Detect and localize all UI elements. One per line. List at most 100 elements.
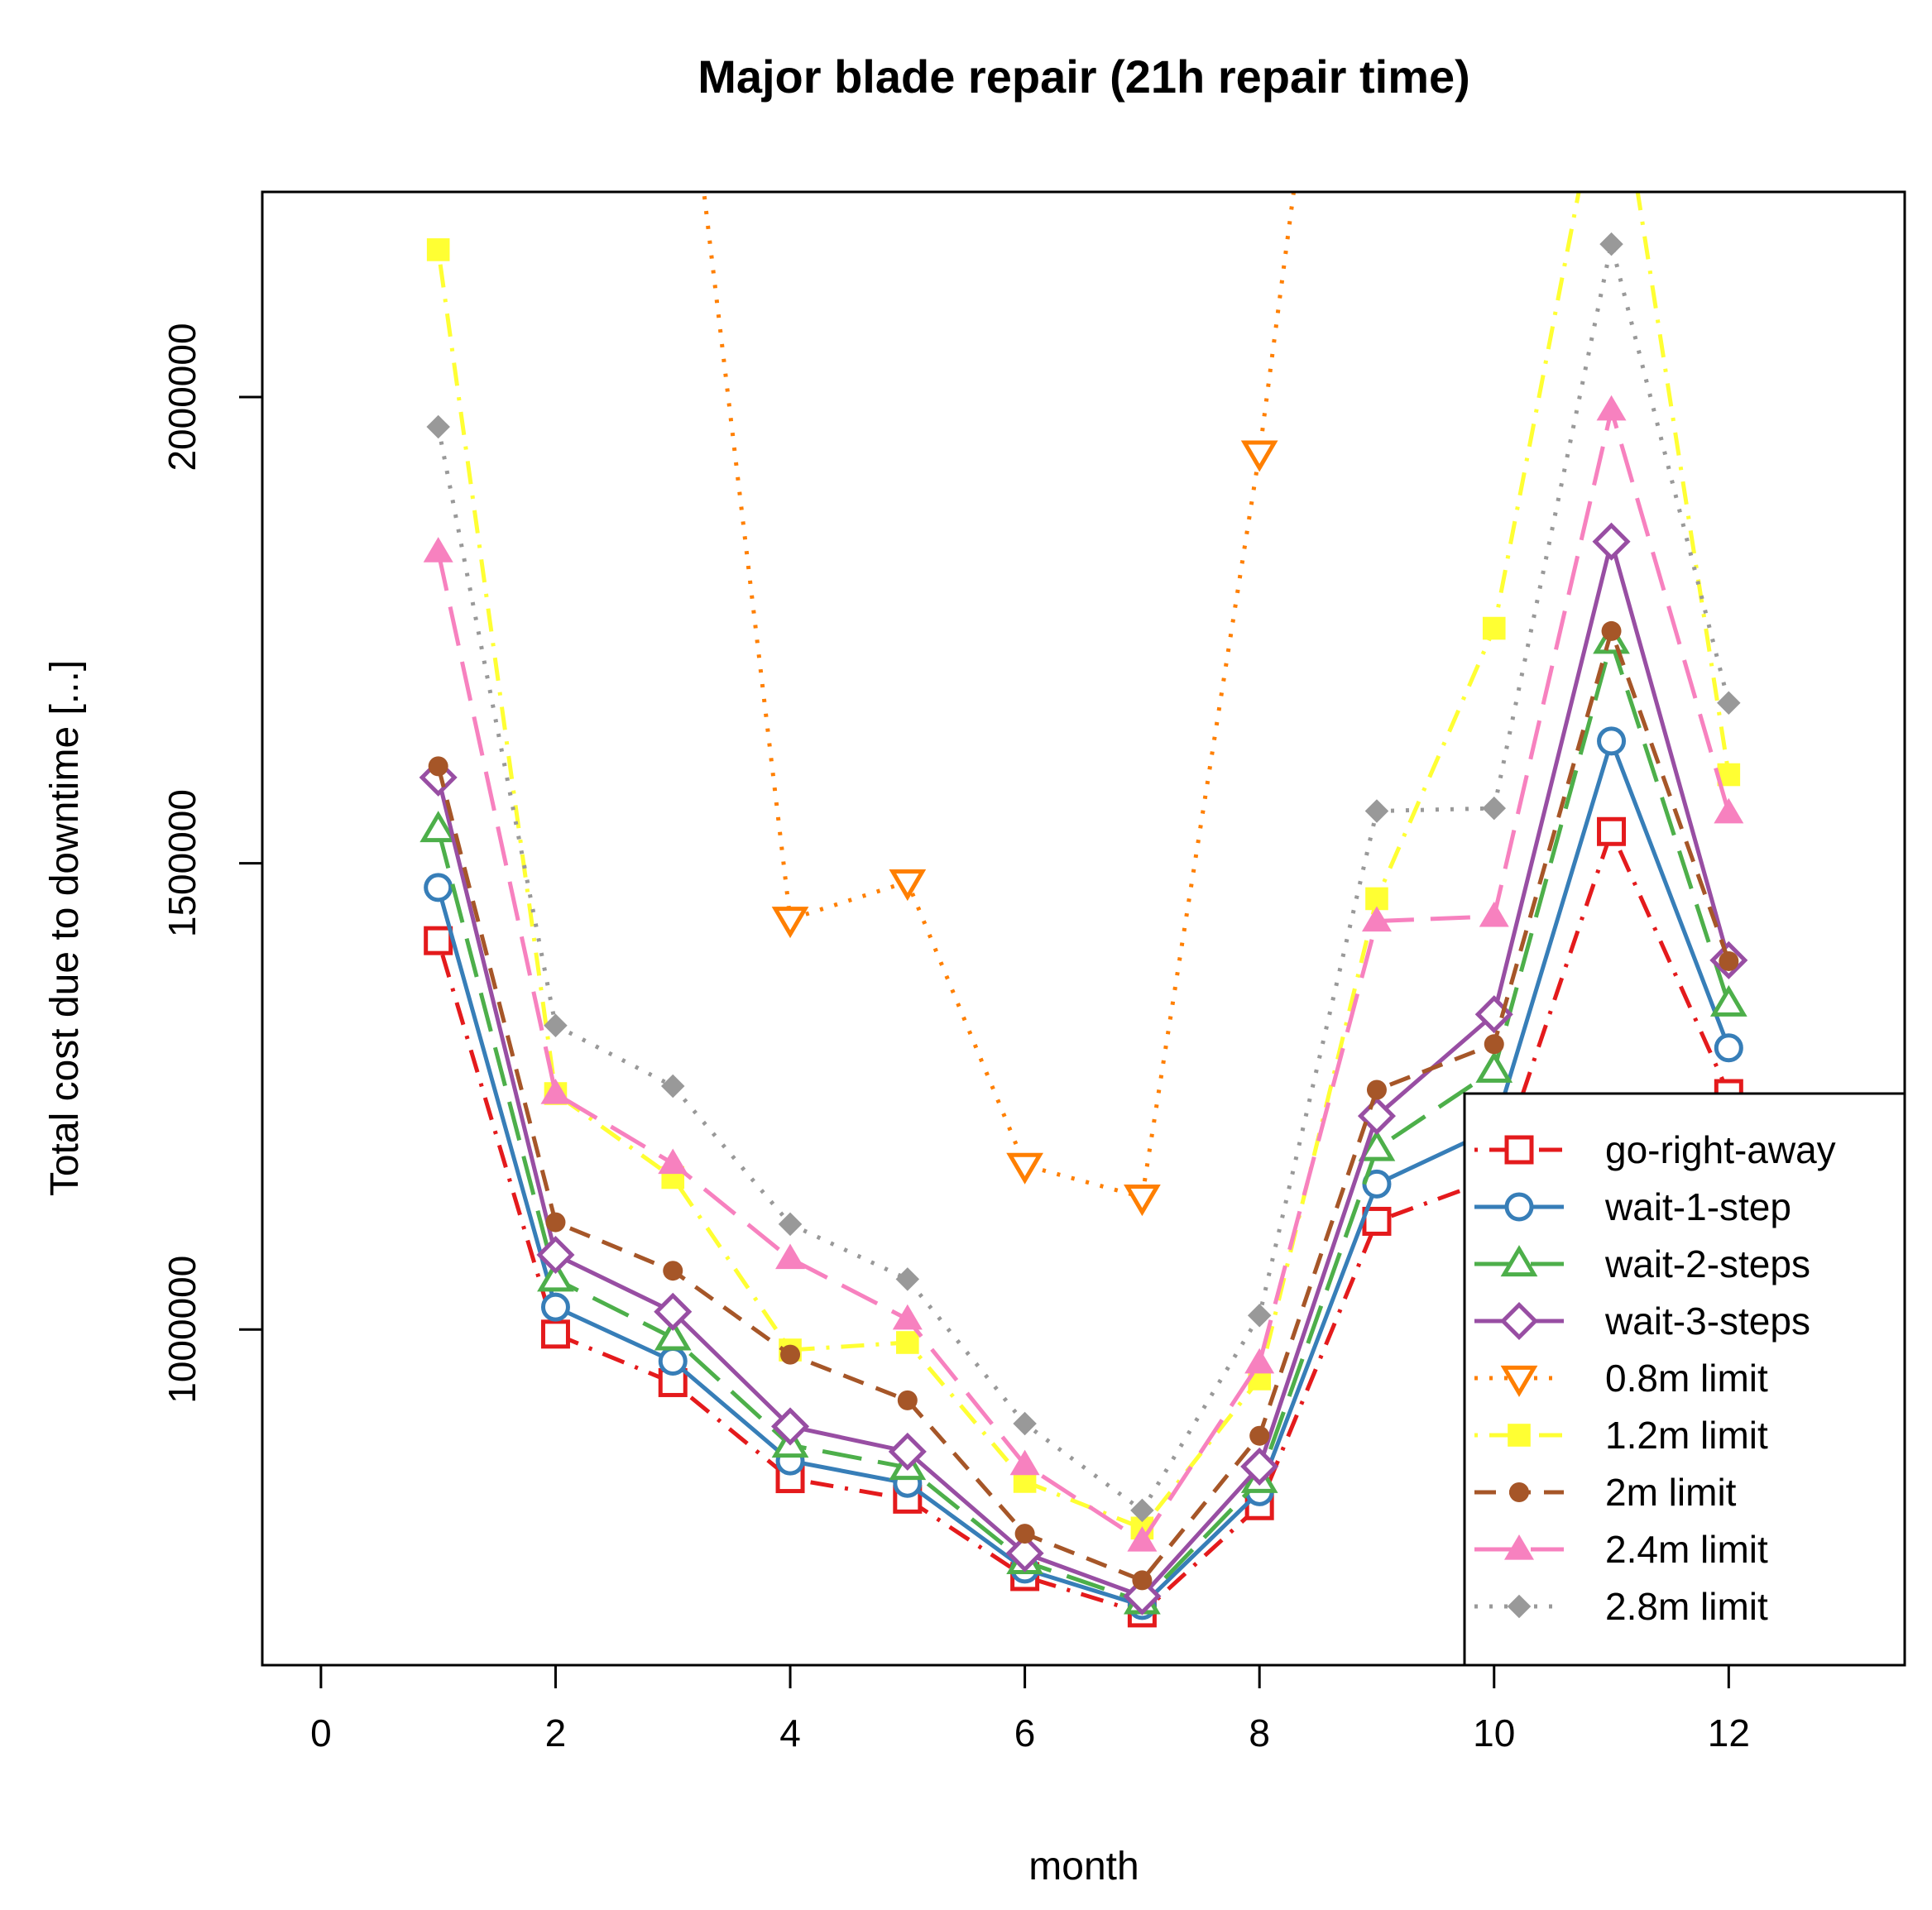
data-point bbox=[1244, 1348, 1275, 1374]
y-tick-label: 1500000 bbox=[161, 789, 204, 937]
data-point bbox=[1013, 1411, 1037, 1436]
legend-marker bbox=[1504, 1534, 1534, 1560]
data-point bbox=[778, 1212, 803, 1237]
data-point bbox=[536, 1235, 575, 1275]
data-point bbox=[1132, 1570, 1153, 1591]
data-point bbox=[1127, 1526, 1158, 1552]
series-8 bbox=[423, 395, 1744, 1552]
y-tick-label: 2000000 bbox=[161, 323, 204, 471]
legend-item: 2.4m limit bbox=[1474, 1528, 1768, 1571]
data-point bbox=[1482, 616, 1506, 640]
legend-marker bbox=[1500, 1245, 1538, 1277]
data-point bbox=[419, 811, 458, 843]
series-line bbox=[436, 639, 1731, 1604]
data-point bbox=[1240, 1447, 1279, 1486]
legend-label: 2.4m limit bbox=[1605, 1528, 1768, 1571]
data-point bbox=[1592, 522, 1631, 561]
data-point bbox=[661, 1074, 685, 1099]
legend-box bbox=[1463, 1092, 1906, 1667]
legend: go-right-away wait-1-step wait-2-steps wait… bbox=[1463, 1092, 1906, 1667]
series-line bbox=[436, 739, 1731, 1608]
x-tick-label: 0 bbox=[310, 1711, 332, 1754]
x-tick-label: 4 bbox=[779, 1711, 801, 1754]
legend-label: 2m limit bbox=[1605, 1471, 1737, 1514]
data-point bbox=[1362, 1206, 1392, 1236]
legend-item: wait-2-steps bbox=[1474, 1242, 1810, 1285]
legend-item: 2.8m limit bbox=[1474, 1585, 1768, 1628]
data-point bbox=[889, 869, 927, 902]
data-point bbox=[1714, 797, 1744, 824]
data-point bbox=[896, 1331, 919, 1354]
data-point bbox=[1249, 1425, 1270, 1446]
data-point bbox=[1709, 984, 1747, 1017]
data-point bbox=[895, 1267, 920, 1291]
data-point bbox=[658, 1347, 688, 1376]
legend-marker bbox=[1504, 1135, 1534, 1165]
data-point bbox=[1714, 1033, 1743, 1063]
data-point bbox=[1475, 1051, 1513, 1083]
legend-label: 1.2m limit bbox=[1605, 1414, 1768, 1457]
data-point bbox=[1717, 691, 1741, 715]
data-point bbox=[775, 1243, 806, 1270]
legend-label: wait-3-steps bbox=[1604, 1300, 1810, 1343]
y-axis: 1000000 1500000 2000000 bbox=[161, 323, 264, 1404]
data-point bbox=[897, 1390, 918, 1410]
legend-item: wait-3-steps bbox=[1474, 1300, 1810, 1343]
data-point bbox=[424, 926, 453, 955]
x-axis-label: month bbox=[1028, 1845, 1139, 1888]
legend-item: 0.8m limit bbox=[1474, 1357, 1768, 1400]
series-layer bbox=[419, 192, 1748, 1628]
data-point bbox=[1364, 799, 1389, 823]
y-tick-label: 1000000 bbox=[161, 1256, 204, 1404]
x-tick-label: 6 bbox=[1014, 1711, 1036, 1754]
legend-marker bbox=[1504, 1192, 1534, 1222]
x-tick-label: 10 bbox=[1473, 1711, 1515, 1754]
series-5 bbox=[702, 192, 1297, 1217]
data-point bbox=[544, 1013, 568, 1037]
data-point bbox=[1597, 726, 1627, 756]
data-point bbox=[545, 1212, 566, 1233]
data-point bbox=[1482, 796, 1506, 821]
legend-marker bbox=[1508, 1424, 1531, 1447]
data-point bbox=[1358, 1129, 1396, 1161]
data-point bbox=[1123, 1577, 1162, 1616]
series-line bbox=[436, 629, 1731, 1582]
data-point bbox=[1484, 1034, 1504, 1055]
data-point bbox=[540, 1079, 571, 1104]
data-point bbox=[654, 1292, 693, 1331]
data-point bbox=[426, 414, 450, 439]
x-tick-label: 2 bbox=[545, 1711, 567, 1754]
data-point bbox=[1247, 1304, 1272, 1328]
legend-label: 0.8m limit bbox=[1605, 1357, 1768, 1400]
data-point bbox=[1005, 1534, 1044, 1573]
legend-label: wait-1-step bbox=[1604, 1185, 1791, 1228]
data-point bbox=[1361, 906, 1392, 932]
legend-label: 2.8m limit bbox=[1605, 1585, 1768, 1628]
data-point bbox=[1130, 1498, 1154, 1523]
data-point bbox=[1124, 1185, 1161, 1217]
legend-marker bbox=[1509, 1482, 1529, 1502]
data-point bbox=[780, 1344, 801, 1365]
legend-marker bbox=[1500, 1365, 1538, 1397]
series-9 bbox=[426, 232, 1741, 1523]
data-point bbox=[540, 1319, 570, 1349]
series-line bbox=[436, 192, 1731, 1530]
legend-item: 2m limit bbox=[1474, 1471, 1737, 1514]
series-7 bbox=[428, 620, 1739, 1591]
series-3 bbox=[419, 622, 1747, 1615]
data-point bbox=[1240, 440, 1278, 472]
data-point bbox=[1009, 1449, 1040, 1476]
y-axis-label: Total cost due to downtime [...] bbox=[43, 660, 87, 1196]
legend-marker bbox=[1499, 1301, 1539, 1341]
data-point bbox=[1597, 816, 1627, 846]
data-point bbox=[654, 1319, 692, 1351]
x-tick-label: 8 bbox=[1249, 1711, 1270, 1754]
data-point bbox=[428, 756, 448, 777]
data-point bbox=[1014, 1524, 1035, 1544]
chart-title: Major blade repair (21h repair time) bbox=[698, 50, 1470, 103]
data-point bbox=[1366, 1079, 1387, 1100]
series-line bbox=[436, 408, 1731, 1544]
data-point bbox=[892, 1304, 923, 1330]
data-point bbox=[658, 1148, 688, 1175]
